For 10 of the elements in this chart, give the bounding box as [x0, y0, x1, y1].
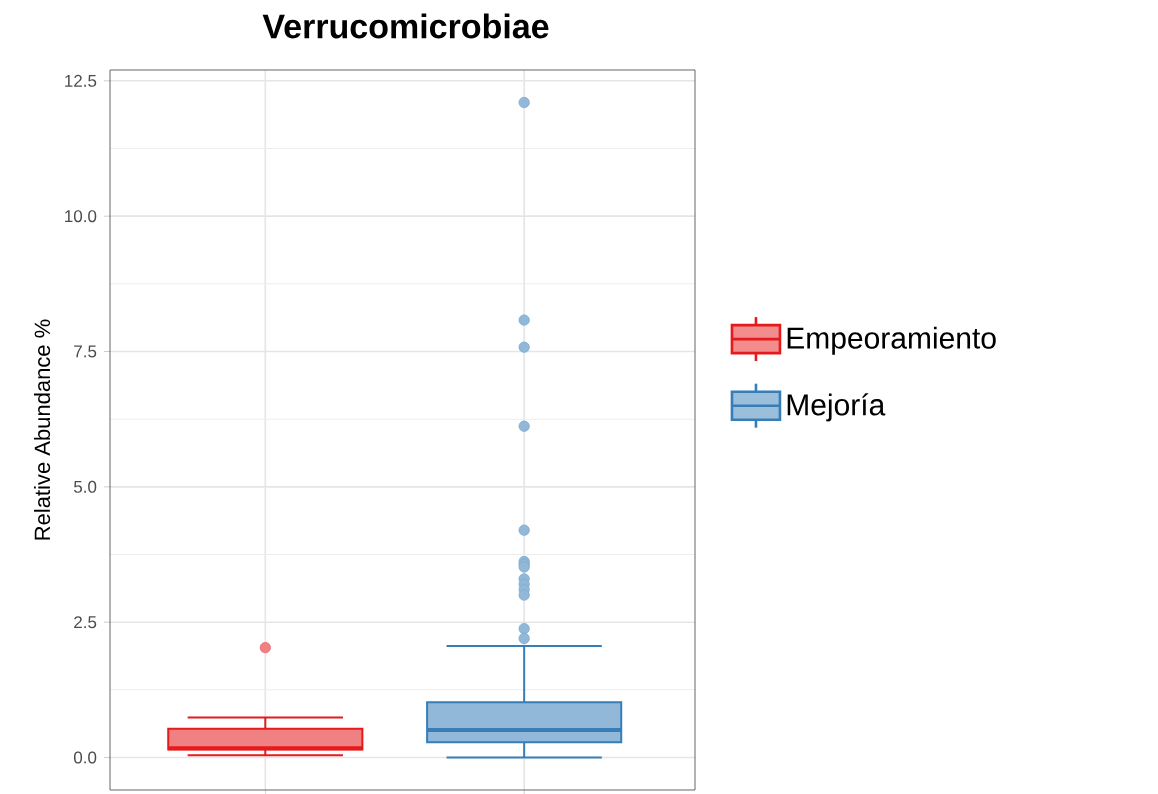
legend-label: Mejoría: [787, 393, 886, 422]
y-tick-label: 0.0: [73, 751, 97, 764]
y-tick-label: 7.5: [74, 345, 97, 358]
y-axis-title: Relative Abundance %: [33, 319, 51, 540]
y-tick-label: 12.5: [65, 74, 97, 87]
legend-label: Empeoramiento: [787, 326, 996, 355]
y-tick-label: 2.5: [74, 616, 97, 629]
chart-title: Verrucomicrobiae: [262, 13, 549, 39]
y-tick-label: 5.0: [73, 480, 97, 493]
y-tick-label: 10.0: [65, 210, 97, 223]
